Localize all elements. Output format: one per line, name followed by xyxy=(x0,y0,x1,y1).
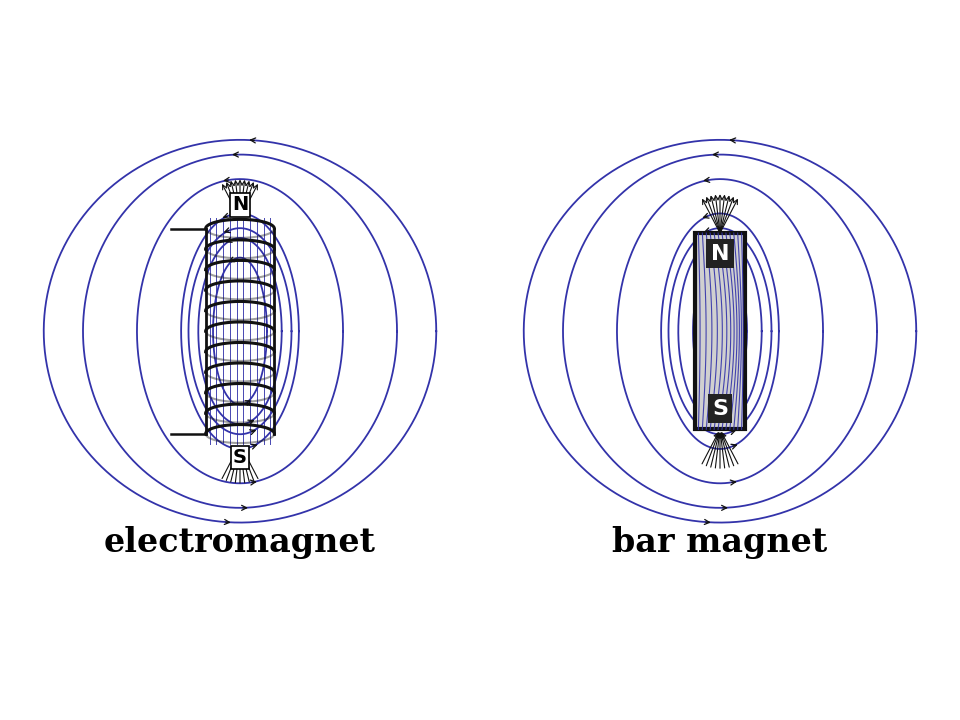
Bar xyxy=(695,233,745,429)
Text: N: N xyxy=(232,195,248,215)
Text: N: N xyxy=(710,243,730,264)
Text: S: S xyxy=(712,399,728,419)
Text: electromagnet: electromagnet xyxy=(104,526,376,559)
Text: S: S xyxy=(233,448,247,467)
Text: bar magnet: bar magnet xyxy=(612,526,828,559)
